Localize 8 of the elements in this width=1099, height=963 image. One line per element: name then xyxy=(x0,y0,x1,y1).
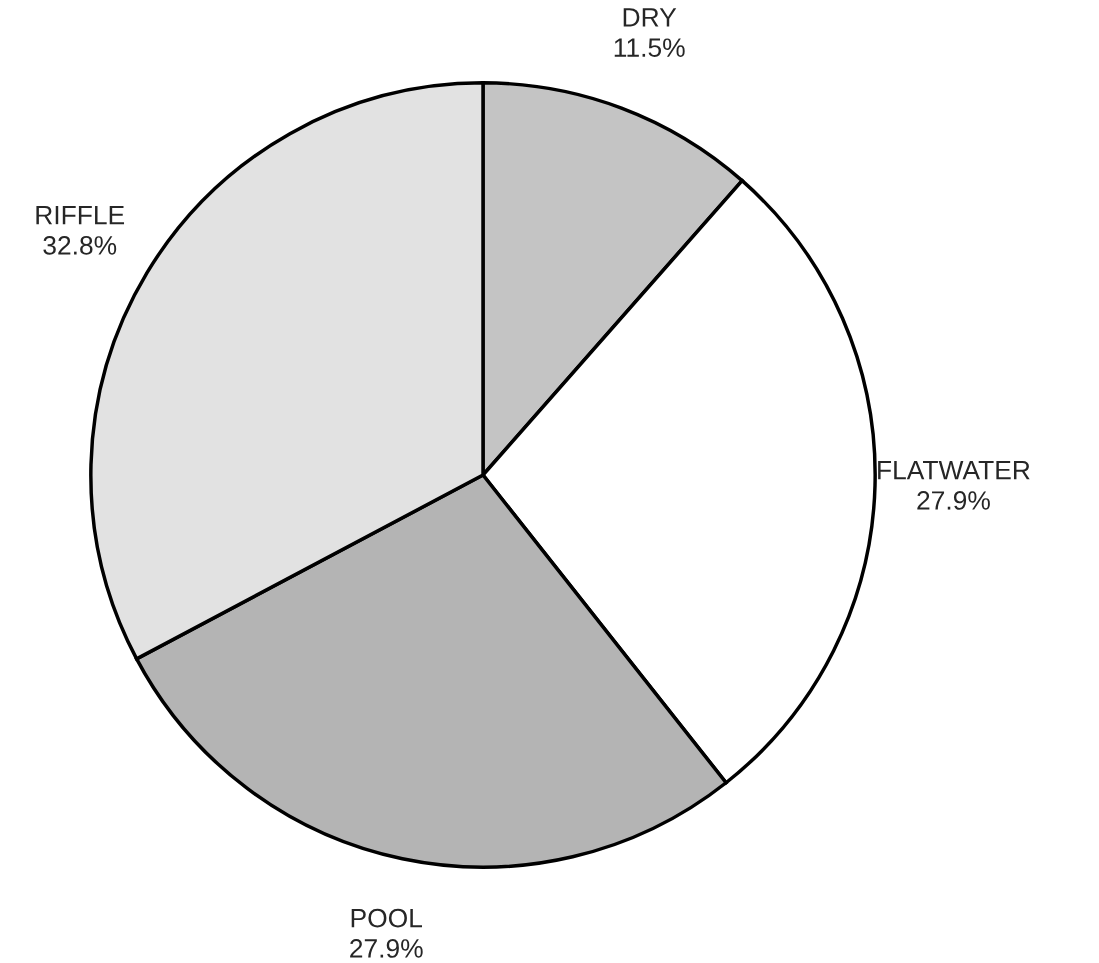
slice-label: FLATWATER xyxy=(878,461,1030,480)
data-label: 27.9% xyxy=(917,491,990,510)
slice-label: DRY xyxy=(623,8,677,27)
data-label: 27.9% xyxy=(350,939,423,958)
data-label: 11.5% xyxy=(614,38,685,57)
data-label: 32.8% xyxy=(43,236,117,255)
slice-label: RIFFLE xyxy=(36,206,125,225)
slice-label: POOL xyxy=(351,908,423,928)
